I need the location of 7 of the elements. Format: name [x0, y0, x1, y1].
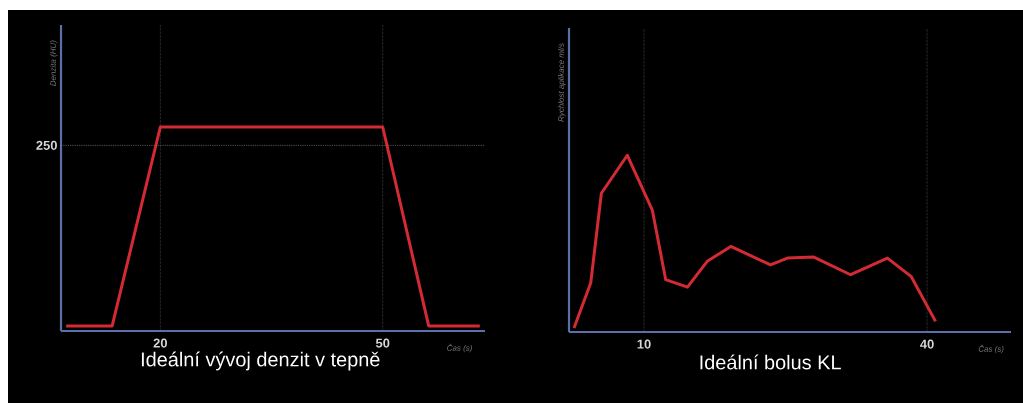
x-tick-label: 50: [375, 338, 390, 348]
x-tick-label: 20: [153, 338, 167, 348]
x-tick-label: 40: [920, 339, 934, 349]
annotation: 250: [36, 140, 57, 150]
text: Ideální vývoj denzit v tepně: [141, 351, 380, 371]
text: Ideální bolus KL: [700, 354, 841, 370]
x-tick-label: 10: [637, 339, 651, 349]
